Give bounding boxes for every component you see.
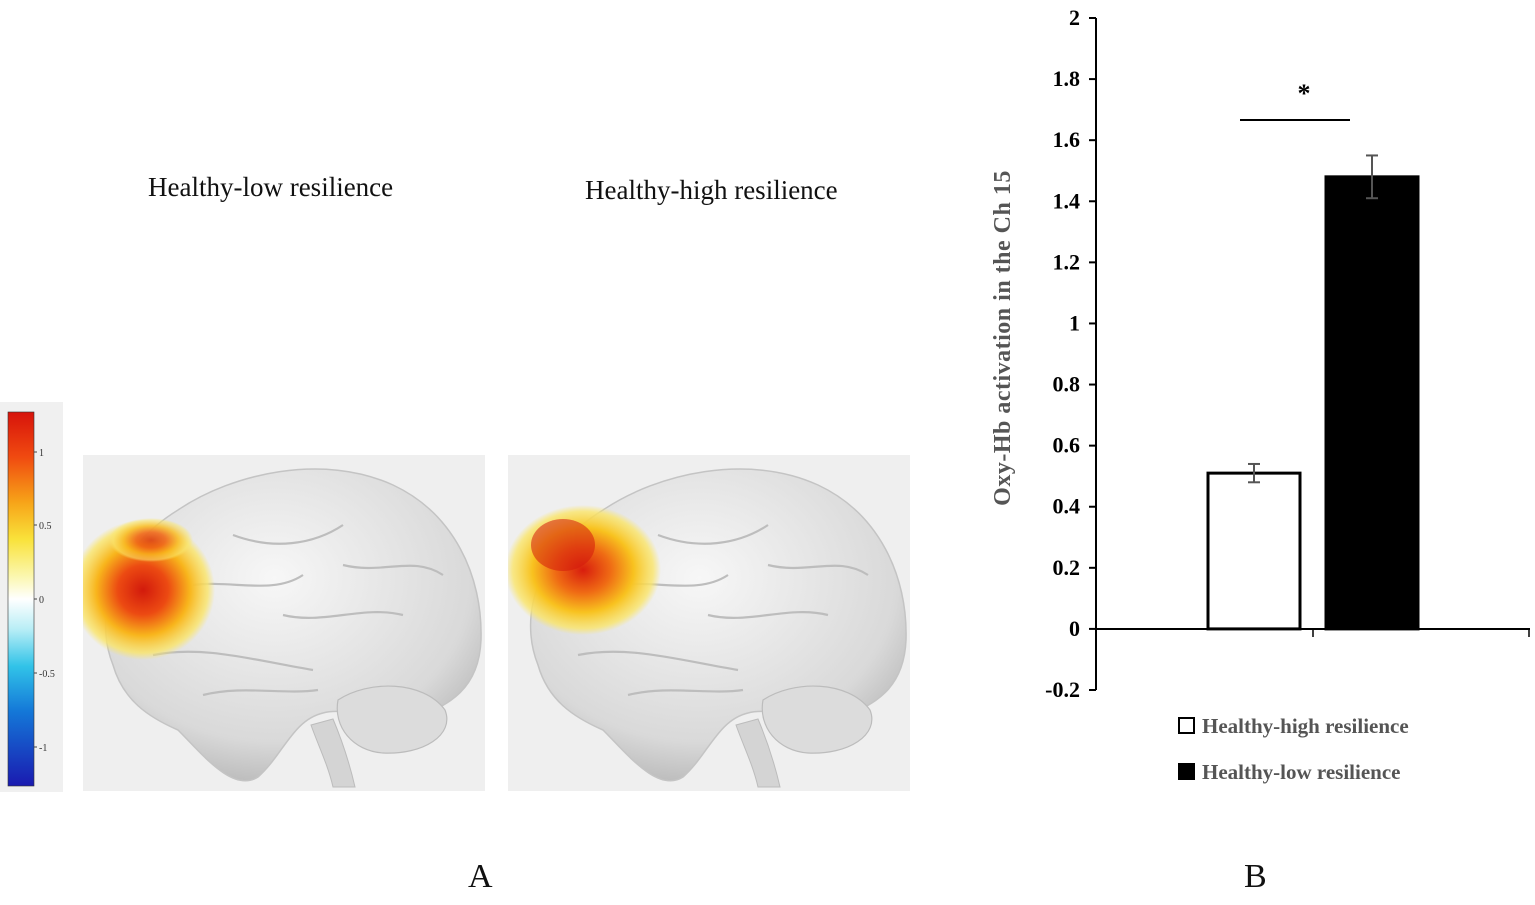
y-tick-label: 1.4 bbox=[1053, 188, 1081, 213]
legend-label-low: Healthy-low resilience bbox=[1202, 760, 1401, 784]
y-tick-label: 1.2 bbox=[1053, 249, 1081, 274]
colorbar-tick-label: -0.5 bbox=[39, 669, 55, 680]
brain-stem bbox=[735, 718, 781, 788]
colorbar: 1 0.5 0 -0.5 -1 bbox=[0, 402, 63, 792]
colorbar-tick-label: -1 bbox=[39, 743, 47, 754]
panel-b-label: B bbox=[1244, 858, 1267, 895]
right-brain-title: Healthy-high resilience bbox=[585, 175, 838, 205]
activation-blob bbox=[505, 505, 661, 635]
activation-bar-chart: -0.2 0 0.2 0.4 0.6 0.8 1 1.2 1.4 1.6 1.8 2 Oxy-Hb a… bbox=[990, 5, 1530, 784]
y-ticks: -0.2 0 0.2 0.4 0.6 0.8 1 1.2 1.4 1.6 1.8 2 bbox=[1045, 5, 1096, 702]
legend: Healthy-high resilience Healthy-low resi… bbox=[1178, 714, 1409, 784]
bar bbox=[1206, 471, 1302, 631]
y-tick-label: 0.6 bbox=[1053, 433, 1081, 458]
y-tick-label: 1.6 bbox=[1053, 127, 1081, 152]
legend-swatch-low bbox=[1178, 763, 1195, 780]
y-tick-label: 0.4 bbox=[1053, 494, 1081, 519]
significance-marker: * bbox=[1298, 79, 1311, 108]
activation-blob bbox=[109, 518, 193, 562]
y-tick-label: -0.2 bbox=[1045, 677, 1080, 702]
colorbar-tick-label: 0 bbox=[39, 595, 44, 606]
brain-sulci bbox=[577, 524, 869, 697]
y-tick-label: 0.8 bbox=[1053, 372, 1081, 397]
brain-sulci bbox=[152, 524, 444, 697]
y-axis-label: Oxy-Hb activation in the Ch 15 bbox=[990, 170, 1016, 506]
brain-stem bbox=[310, 718, 356, 788]
left-brain-title: Healthy-low resilience bbox=[148, 172, 394, 202]
legend-label-high: Healthy-high resilience bbox=[1202, 714, 1409, 738]
colorbar-tick-label: 0.5 bbox=[39, 521, 52, 532]
activation-blob bbox=[531, 519, 595, 571]
bars bbox=[1206, 154, 1420, 631]
colorbar-gradient bbox=[7, 411, 35, 787]
brain-cerebellum bbox=[336, 685, 448, 754]
brain-map-low-resilience bbox=[71, 455, 485, 791]
y-tick-label: 1.8 bbox=[1053, 66, 1081, 91]
brain-map-high-resilience bbox=[505, 455, 910, 791]
bar bbox=[1324, 175, 1420, 631]
legend-swatch-high bbox=[1178, 717, 1195, 734]
panel-a-label: A bbox=[468, 858, 493, 895]
y-tick-label: 0 bbox=[1069, 616, 1080, 641]
colorbar-tick-label: 1 bbox=[39, 448, 44, 459]
y-tick-label: 1 bbox=[1069, 310, 1080, 335]
brain-cerebellum bbox=[761, 685, 873, 754]
y-tick-label: 2 bbox=[1069, 5, 1080, 30]
y-tick-label: 0.2 bbox=[1053, 555, 1081, 580]
